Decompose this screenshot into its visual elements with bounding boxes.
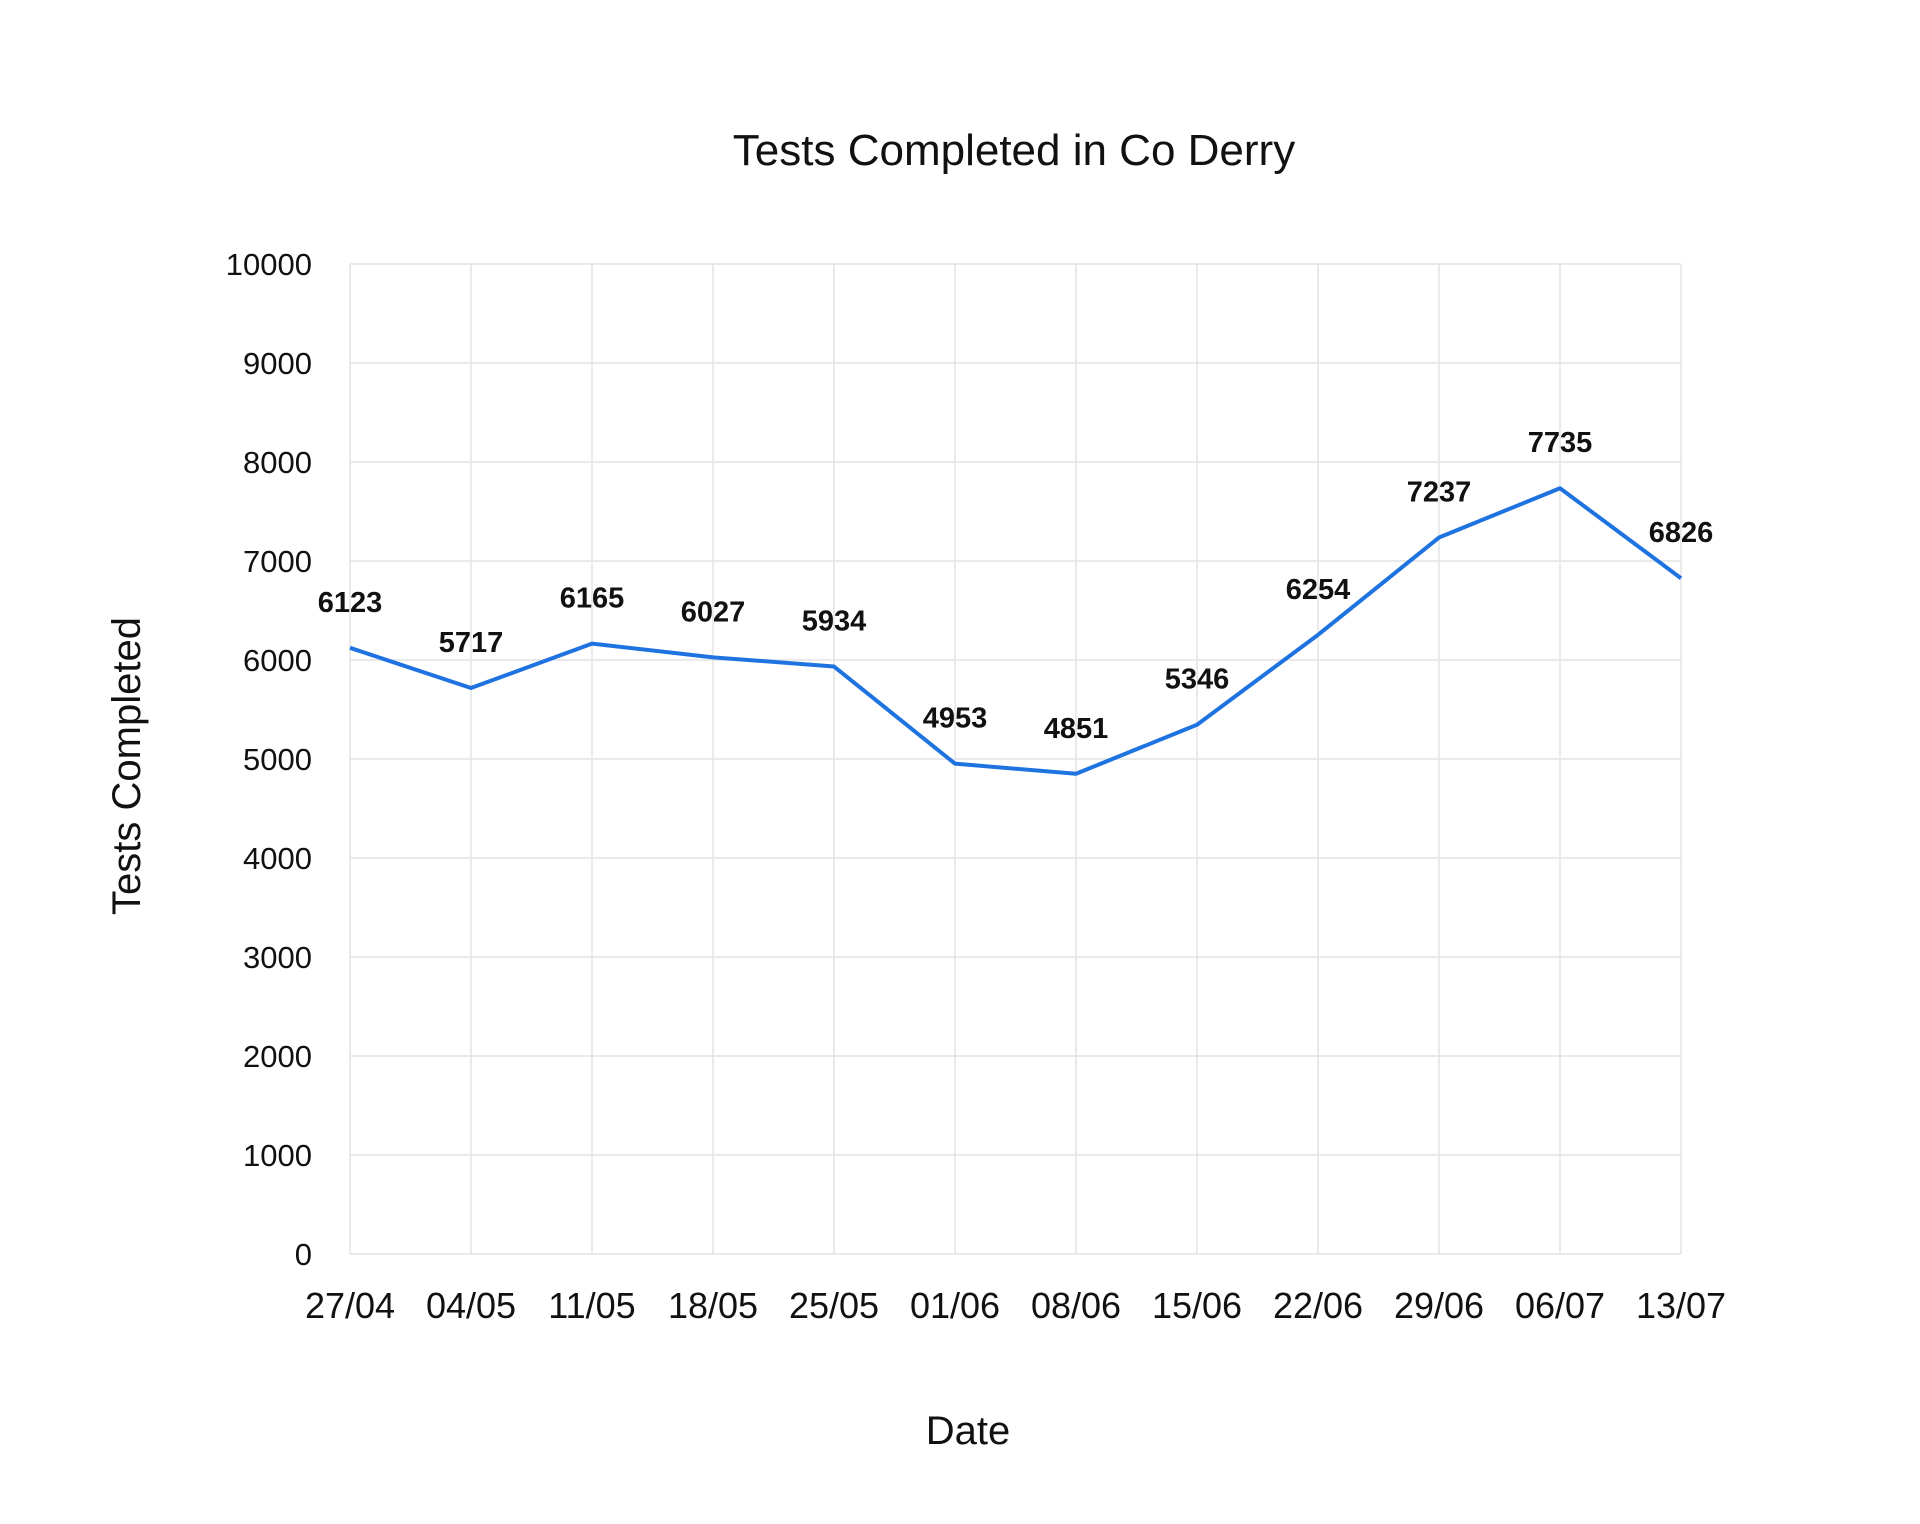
data-label: 6123	[318, 587, 383, 619]
y-axis-ticks: 0 1000 2000 3000 4000 5000 6000 7000 8000 9000 100…	[226, 247, 312, 1272]
y-tick-label: 7000	[243, 544, 312, 579]
data-label: 4953	[923, 703, 988, 735]
data-label: 7735	[1528, 427, 1593, 459]
data-label: 6254	[1286, 574, 1351, 606]
x-tick-label: 18/05	[668, 1285, 758, 1326]
y-axis-label: Tests Completed	[105, 617, 149, 915]
data-label: 5717	[439, 627, 504, 659]
y-tick-label: 2000	[243, 1039, 312, 1074]
x-tick-label: 04/05	[426, 1285, 516, 1326]
x-tick-label: 25/05	[789, 1285, 879, 1326]
y-tick-label: 4000	[243, 841, 312, 876]
data-labels: 6123 5717 6165 6027 5934 4953 4851 5346 6254 7237…	[318, 427, 1714, 745]
x-axis-ticks: 27/04 04/05 11/05 18/05 25/05 01/06 08/06 15/06…	[305, 1285, 1726, 1326]
x-tick-label: 13/07	[1636, 1285, 1726, 1326]
y-tick-label: 0	[295, 1237, 312, 1272]
x-tick-label: 01/06	[910, 1285, 1000, 1326]
chart-title: Tests Completed in Co Derry	[733, 126, 1295, 175]
y-tick-label: 3000	[243, 940, 312, 975]
data-label: 6027	[681, 596, 746, 628]
x-tick-label: 22/06	[1273, 1285, 1363, 1326]
data-label: 5346	[1165, 664, 1230, 696]
y-tick-label: 8000	[243, 445, 312, 480]
x-axis-label: Date	[926, 1409, 1011, 1453]
y-tick-label: 10000	[226, 247, 312, 282]
data-label: 5934	[802, 606, 867, 638]
x-tick-label: 15/06	[1152, 1285, 1242, 1326]
x-tick-label: 27/04	[305, 1285, 395, 1326]
x-tick-label: 29/06	[1394, 1285, 1484, 1326]
data-label: 7237	[1407, 477, 1472, 509]
y-tick-label: 1000	[243, 1138, 312, 1173]
data-label: 4851	[1044, 713, 1109, 745]
y-tick-label: 9000	[243, 346, 312, 381]
series-line	[349, 486, 1683, 776]
x-tick-label: 08/06	[1031, 1285, 1121, 1326]
x-tick-label: 11/05	[548, 1285, 635, 1326]
series-lines	[349, 486, 1683, 776]
x-tick-label: 06/07	[1515, 1285, 1605, 1326]
data-label: 6826	[1649, 517, 1714, 549]
y-tick-label: 5000	[243, 742, 312, 777]
y-tick-label: 6000	[243, 643, 312, 678]
gridlines	[349, 263, 1682, 1255]
data-label: 6165	[560, 583, 625, 615]
